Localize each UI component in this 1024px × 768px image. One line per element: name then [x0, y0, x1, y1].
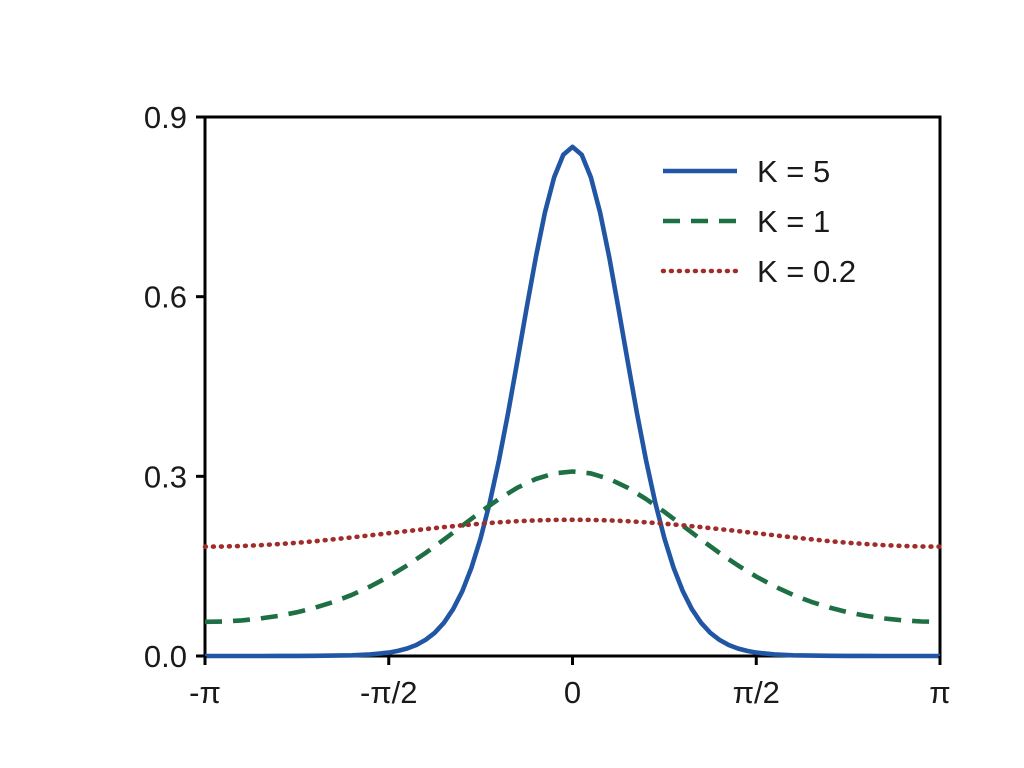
legend-label-2: K = 1: [757, 204, 830, 239]
y-tick-label: 0.0: [144, 639, 187, 674]
plot-frame: [203, 115, 942, 658]
y-tick-label: 0.3: [144, 459, 187, 494]
tick-labels-group: -π -π/2 0 π/2 π 0.0 0.3 0.6 0.9: [144, 100, 951, 710]
ticks-group: [196, 115, 942, 665]
legend-group: K = 5 K = 1 K = 0.2: [660, 154, 856, 289]
series-line-k-0.2: [202, 517, 943, 550]
series-line-k-1: [204, 469, 941, 625]
x-tick-label: -π/2: [360, 675, 418, 710]
legend-label-1: K = 5: [757, 154, 830, 189]
x-tick-label: -π: [189, 675, 221, 710]
curves-group: [202, 144, 943, 659]
x-tick-label: π/2: [733, 675, 780, 710]
legend-label-3: K = 0.2: [757, 254, 856, 289]
x-tick-label: 0: [564, 675, 581, 710]
plot-frame-group: [203, 115, 942, 658]
y-tick-label: 0.9: [144, 100, 187, 135]
y-tick-label: 0.6: [144, 280, 187, 315]
x-tick-label: π: [929, 675, 950, 710]
series-line-k-5: [205, 144, 940, 659]
